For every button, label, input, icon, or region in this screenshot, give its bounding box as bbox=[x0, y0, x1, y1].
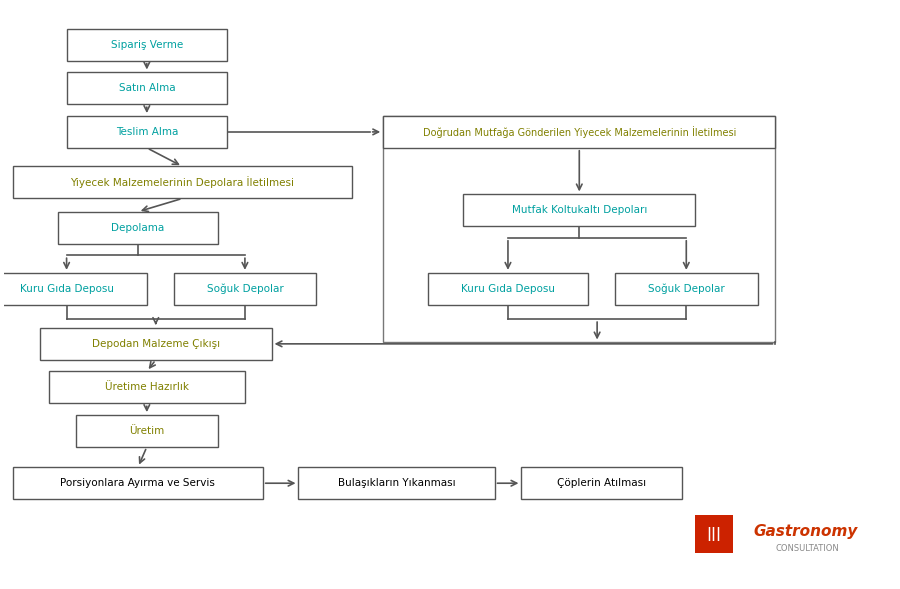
FancyBboxPatch shape bbox=[14, 467, 263, 499]
Text: Kuru Gıda Deposu: Kuru Gıda Deposu bbox=[20, 284, 113, 294]
Text: Sipariş Verme: Sipariş Verme bbox=[111, 40, 183, 50]
FancyBboxPatch shape bbox=[58, 212, 218, 244]
Text: Mutfak Koltukaltı Depoları: Mutfak Koltukaltı Depoları bbox=[511, 206, 647, 216]
Text: Gastronomy: Gastronomy bbox=[753, 524, 858, 539]
Text: Teslim Alma: Teslim Alma bbox=[115, 127, 178, 137]
Text: Doğrudan Mutfağa Gönderilen Yiyecek Malzemelerinin İletilmesi: Doğrudan Mutfağa Gönderilen Yiyecek Malz… bbox=[423, 126, 736, 138]
FancyBboxPatch shape bbox=[383, 116, 776, 148]
Text: Porsiyonlara Ayırma ve Servis: Porsiyonlara Ayırma ve Servis bbox=[60, 478, 215, 488]
Text: Yiyecek Malzemelerinin Depolara İletilmesi: Yiyecek Malzemelerinin Depolara İletilme… bbox=[70, 177, 294, 188]
Text: Depodan Malzeme Çıkışı: Depodan Malzeme Çıkışı bbox=[92, 339, 220, 349]
FancyBboxPatch shape bbox=[67, 29, 227, 61]
FancyBboxPatch shape bbox=[428, 273, 589, 305]
Text: Üretime Hazırlık: Üretime Hazırlık bbox=[104, 382, 189, 392]
Text: CONSULTATION: CONSULTATION bbox=[776, 544, 839, 553]
FancyBboxPatch shape bbox=[521, 467, 682, 499]
FancyBboxPatch shape bbox=[299, 467, 495, 499]
FancyBboxPatch shape bbox=[40, 328, 272, 360]
Text: Depolama: Depolama bbox=[112, 223, 165, 233]
Text: Çöplerin Atılması: Çöplerin Atılması bbox=[557, 478, 646, 488]
FancyBboxPatch shape bbox=[76, 415, 218, 447]
FancyBboxPatch shape bbox=[464, 194, 695, 226]
Text: Üretim: Üretim bbox=[130, 426, 165, 436]
FancyBboxPatch shape bbox=[67, 116, 227, 148]
Text: Kuru Gıda Deposu: Kuru Gıda Deposu bbox=[461, 284, 555, 294]
FancyBboxPatch shape bbox=[174, 273, 316, 305]
Text: Bulaşıkların Yıkanması: Bulaşıkların Yıkanması bbox=[338, 478, 455, 488]
Text: |||: ||| bbox=[706, 527, 722, 541]
FancyBboxPatch shape bbox=[695, 515, 733, 553]
FancyBboxPatch shape bbox=[0, 273, 147, 305]
FancyBboxPatch shape bbox=[67, 72, 227, 104]
Bar bbox=[383, 116, 776, 342]
FancyBboxPatch shape bbox=[14, 167, 352, 198]
FancyBboxPatch shape bbox=[49, 372, 245, 403]
Text: Soğuk Depolar: Soğuk Depolar bbox=[648, 283, 725, 294]
FancyBboxPatch shape bbox=[615, 273, 758, 305]
Text: Satın Alma: Satın Alma bbox=[119, 84, 176, 94]
Text: Soğuk Depolar: Soğuk Depolar bbox=[206, 283, 284, 294]
